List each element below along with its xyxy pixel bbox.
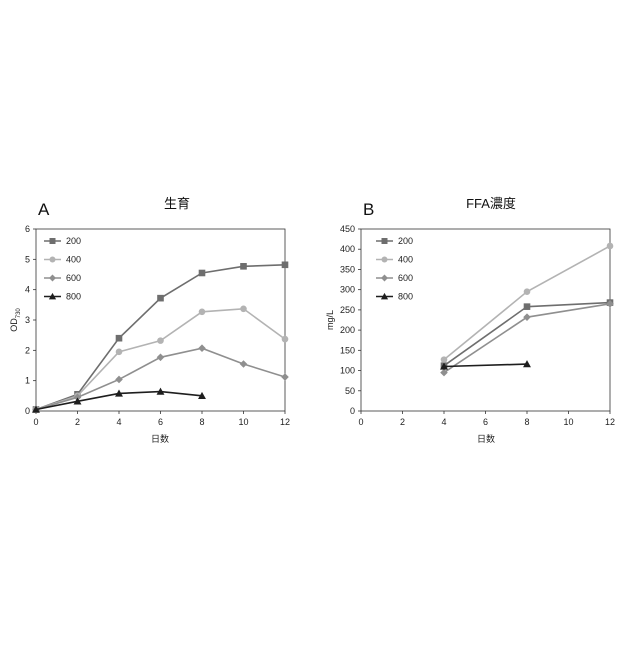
y-tick-label: 300 (340, 285, 355, 295)
data-point-400 (199, 309, 206, 316)
y-axis-title-main: OD (9, 318, 19, 332)
y-axis-title: mg/L (325, 310, 335, 330)
data-point-400 (157, 337, 164, 344)
y-tick-label: 200 (340, 325, 355, 335)
x-tick-label: 8 (524, 417, 529, 427)
legend-label-400: 400 (66, 255, 81, 265)
x-tick-label: 0 (358, 417, 363, 427)
x-axis-title: 日数 (477, 433, 495, 444)
legend-label-200: 200 (398, 236, 413, 246)
y-tick-label: 5 (25, 254, 30, 264)
y-tick-label: 350 (340, 264, 355, 274)
y-tick-label: 450 (340, 224, 355, 234)
data-point-200 (282, 261, 289, 268)
legend-marker-200 (382, 238, 388, 244)
y-tick-label: 0 (25, 406, 30, 416)
x-tick-label: 2 (75, 417, 80, 427)
legend-label-600: 600 (66, 273, 81, 283)
data-point-200 (116, 335, 123, 342)
y-tick-label: 3 (25, 315, 30, 325)
y-tick-label: 250 (340, 305, 355, 315)
y-tick-label: 150 (340, 345, 355, 355)
legend-label-600: 600 (398, 273, 413, 283)
y-tick-label: 50 (345, 386, 355, 396)
y-tick-label: 0 (350, 406, 355, 416)
data-point-400 (441, 356, 448, 363)
data-point-400 (116, 349, 123, 356)
x-tick-label: 8 (199, 417, 204, 427)
x-tick-label: 6 (158, 417, 163, 427)
legend-marker-400 (50, 257, 56, 263)
data-point-200 (524, 303, 531, 310)
panel-letter: A (38, 200, 50, 219)
y-tick-label: 4 (25, 285, 30, 295)
legend-label-400: 400 (398, 255, 413, 265)
x-tick-label: 12 (605, 417, 615, 427)
legend-label-800: 800 (398, 292, 413, 302)
data-point-400 (607, 243, 614, 250)
x-tick-label: 0 (33, 417, 38, 427)
panel-letter: B (363, 200, 374, 219)
y-tick-label: 100 (340, 366, 355, 376)
data-point-200 (157, 295, 164, 302)
chart-title: 生育 (164, 196, 190, 211)
y-tick-label: 2 (25, 345, 30, 355)
legend-label-800: 800 (66, 292, 81, 302)
chart-title: FFA濃度 (466, 196, 516, 211)
data-point-200 (199, 270, 206, 277)
x-tick-label: 12 (280, 417, 290, 427)
legend-marker-400 (382, 257, 388, 263)
x-tick-label: 4 (441, 417, 446, 427)
x-axis-title: 日数 (151, 433, 169, 444)
x-tick-label: 10 (238, 417, 248, 427)
legend-marker-200 (50, 238, 56, 244)
data-point-400 (240, 305, 247, 312)
x-tick-label: 4 (116, 417, 121, 427)
y-tick-label: 6 (25, 224, 30, 234)
data-point-200 (240, 263, 247, 270)
data-point-400 (524, 288, 531, 295)
y-tick-label: 1 (25, 376, 30, 386)
legend-label-200: 200 (66, 236, 81, 246)
x-tick-label: 6 (483, 417, 488, 427)
x-tick-label: 10 (563, 417, 573, 427)
data-point-400 (282, 336, 289, 343)
y-tick-label: 400 (340, 244, 355, 254)
x-tick-label: 2 (400, 417, 405, 427)
y-axis-title-subscript: 730 (16, 308, 22, 319)
